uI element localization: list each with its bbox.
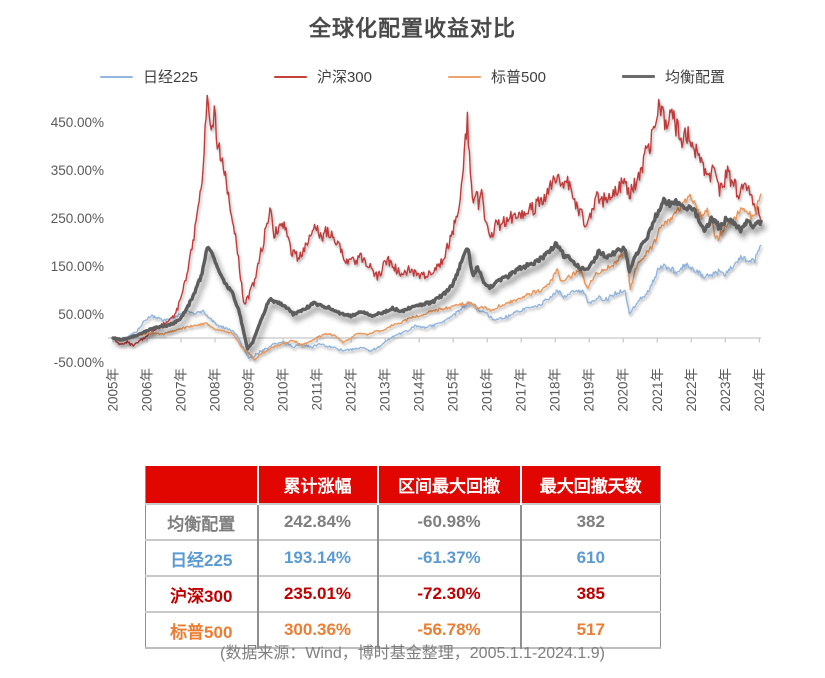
x-axis-label: 2024年 xyxy=(752,368,767,412)
series-line-sp500 xyxy=(112,193,762,361)
legend-line-swatch-nikkei225 xyxy=(99,75,133,78)
x-axis-label: 2016年 xyxy=(480,368,495,412)
legend-label-csi300: 沪深300 xyxy=(316,69,372,86)
x-axis-label: 2015年 xyxy=(446,368,461,412)
y-axis-label: 150.00% xyxy=(51,259,104,274)
cell-nikkei225-max-drawdown: -61.37% xyxy=(376,539,521,576)
x-axis-label: 2005年 xyxy=(106,368,121,412)
legend-label-balanced: 均衡配置 xyxy=(665,69,726,86)
legend-label-sp500: 标普500 xyxy=(491,69,547,86)
row-label-sp500: 标普500 xyxy=(145,611,258,648)
x-axis-label: 2011年 xyxy=(310,368,325,411)
page-title: 全球化配置收益对比 xyxy=(308,16,516,41)
cell-sp500-max-drawdown: -56.78% xyxy=(376,611,521,648)
stats-table-body: 均衡配置 242.84% -60.98% 382 日经225 193.14% -61.37%… xyxy=(145,503,661,648)
x-axis-label: 2019年 xyxy=(582,368,597,412)
y-axis-label: 450.00% xyxy=(51,115,104,130)
x-axis-label: 2022年 xyxy=(684,368,699,412)
stats-table-header-row: 累计涨幅 区间最大回撤 最大回撤天数 xyxy=(145,466,661,504)
series-line-nikkei225 xyxy=(112,244,762,360)
header-cell: 最大回撤天数 xyxy=(519,466,661,504)
series-line-balanced xyxy=(111,196,763,351)
legend-item-nikkei225: 日经225 xyxy=(99,66,198,87)
row-label-balanced: 均衡配置 xyxy=(145,503,258,540)
x-axis-label: 2010年 xyxy=(276,368,291,412)
x-axis-label: 2009年 xyxy=(242,368,257,412)
header-cell: 累计涨幅 xyxy=(256,466,378,504)
legend-item-sp500: 标普500 xyxy=(448,66,546,87)
cell-csi300-cum-return: 235.01% xyxy=(256,575,378,612)
legend-line-swatch-csi300 xyxy=(273,75,307,78)
x-axis-label: 2007年 xyxy=(174,368,189,412)
cell-sp500-drawdown-days: 517 xyxy=(519,611,661,648)
table-row-nikkei225: 日经225 193.14% -61.37% 610 xyxy=(145,539,661,576)
x-axis-label: 2014年 xyxy=(412,368,427,412)
x-axis-label: 2017年 xyxy=(514,368,529,412)
y-axis-label: 50.00% xyxy=(58,307,104,322)
legend-line-swatch-sp500 xyxy=(448,75,481,78)
x-axis-label: 2013年 xyxy=(378,368,393,412)
table-row-balanced: 均衡配置 242.84% -60.98% 382 xyxy=(145,503,661,540)
cell-nikkei225-drawdown-days: 610 xyxy=(519,539,661,576)
legend-label-nikkei225: 日经225 xyxy=(142,69,198,86)
header-cell-empty xyxy=(145,466,258,504)
x-axis-label: 2020年 xyxy=(616,368,631,412)
x-axis-label: 2006年 xyxy=(140,368,155,412)
stats-table-header: 累计涨幅 区间最大回撤 最大回撤天数 xyxy=(145,466,661,504)
table-row-csi300: 沪深300 235.01% -72.30% 385 xyxy=(145,575,661,612)
returns-line-chart: 450.00% 350.00% 250.00% 150.00% 50.00% -50.00… xyxy=(51,94,767,412)
cell-sp500-cum-return: 300.36% xyxy=(256,611,378,648)
cell-balanced-max-drawdown: -60.98% xyxy=(376,503,521,540)
x-axis-label: 2023年 xyxy=(718,368,733,412)
stats-table: 累计涨幅 区间最大回撤 最大回撤天数 均衡配置 242.84% -60.98% 382 日经… xyxy=(145,466,661,649)
header-cell: 区间最大回撤 xyxy=(376,466,521,504)
x-axis-label: 2021年 xyxy=(650,368,665,412)
chart-legend: 日经225 沪深300 标普500 均衡配置 xyxy=(0,66,825,87)
cell-balanced-drawdown-days: 382 xyxy=(519,503,661,540)
series-line-csi300 xyxy=(112,94,762,347)
data-source-note: (数据来源：Wind，博时基金整理，2005.1.1-2024.1.9) xyxy=(219,645,605,662)
x-axis-label: 2018年 xyxy=(548,368,563,412)
x-axis-label: 2008年 xyxy=(208,368,223,412)
y-axis-label: -50.00% xyxy=(54,355,104,370)
cell-nikkei225-cum-return: 193.14% xyxy=(256,539,378,576)
legend-line-swatch-balanced xyxy=(622,74,656,79)
x-axis-label: 2012年 xyxy=(344,368,359,412)
legend-item-balanced: 均衡配置 xyxy=(622,66,725,87)
cell-csi300-max-drawdown: -72.30% xyxy=(376,575,521,612)
table-row-sp500: 标普500 300.36% -56.78% 517 xyxy=(145,611,661,648)
y-axis-label: 350.00% xyxy=(51,163,104,178)
row-label-nikkei225: 日经225 xyxy=(145,539,258,576)
cell-csi300-drawdown-days: 385 xyxy=(519,575,661,612)
cell-balanced-cum-return: 242.84% xyxy=(256,503,378,540)
legend-item-csi300: 沪深300 xyxy=(273,66,372,87)
y-axis-label: 250.00% xyxy=(51,211,104,226)
row-label-csi300: 沪深300 xyxy=(145,575,258,612)
